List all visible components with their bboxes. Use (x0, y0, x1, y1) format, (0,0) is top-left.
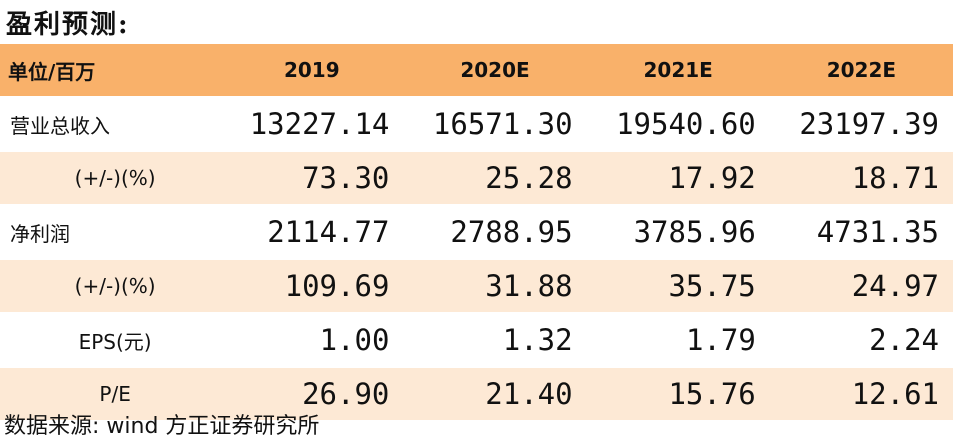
source-note: 数据来源: wind 方正证券研究所 (4, 414, 320, 439)
table-cell: 109.69 (220, 260, 404, 314)
table-cell: 24.97 (769, 260, 953, 314)
table-header-row: 单位/百万 2019 2020E 2021E 2022E (0, 44, 953, 98)
table-cell: 26.90 (220, 368, 404, 422)
forecast-table: 单位/百万 2019 2020E 2021E 2022E 营业总收入 13227… (0, 44, 953, 422)
table-cell: 16571.30 (403, 98, 587, 152)
header-year: 2022E (769, 44, 953, 98)
table-cell: 25.28 (403, 152, 587, 206)
table-row: (+/-)(%) 73.30 25.28 17.92 18.71 (0, 152, 953, 206)
table-cell: 2.24 (769, 314, 953, 368)
table-row: P/E 26.90 21.40 15.76 12.61 (0, 368, 953, 422)
header-year: 2020E (403, 44, 587, 98)
table-cell: 13227.14 (220, 98, 404, 152)
header-year: 2021E (586, 44, 770, 98)
row-label: EPS(元) (0, 314, 221, 368)
page-title: 盈利预测: (6, 10, 130, 40)
header-year: 2019 (220, 44, 404, 98)
table-cell: 1.32 (403, 314, 587, 368)
table-cell: 1.00 (220, 314, 404, 368)
row-label: P/E (0, 368, 221, 422)
table-cell: 18.71 (769, 152, 953, 206)
table-row: 营业总收入 13227.14 16571.30 19540.60 23197.3… (0, 98, 953, 152)
row-label: (+/-)(%) (0, 152, 221, 206)
table-cell: 12.61 (769, 368, 953, 422)
table-cell: 17.92 (586, 152, 770, 206)
row-label: 净利润 (0, 206, 221, 260)
table-cell: 31.88 (403, 260, 587, 314)
table-cell: 2788.95 (403, 206, 587, 260)
table-cell: 35.75 (586, 260, 770, 314)
table-cell: 4731.35 (769, 206, 953, 260)
row-label: 营业总收入 (0, 98, 221, 152)
table-cell: 15.76 (586, 368, 770, 422)
table-cell: 23197.39 (769, 98, 953, 152)
header-unit: 单位/百万 (0, 44, 221, 98)
table-row: (+/-)(%) 109.69 31.88 35.75 24.97 (0, 260, 953, 314)
table-cell: 3785.96 (586, 206, 770, 260)
table-row: EPS(元) 1.00 1.32 1.79 2.24 (0, 314, 953, 368)
table-row: 净利润 2114.77 2788.95 3785.96 4731.35 (0, 206, 953, 260)
table-cell: 1.79 (586, 314, 770, 368)
table-cell: 21.40 (403, 368, 587, 422)
table-cell: 73.30 (220, 152, 404, 206)
table-cell: 2114.77 (220, 206, 404, 260)
row-label: (+/-)(%) (0, 260, 221, 314)
table-cell: 19540.60 (586, 98, 770, 152)
